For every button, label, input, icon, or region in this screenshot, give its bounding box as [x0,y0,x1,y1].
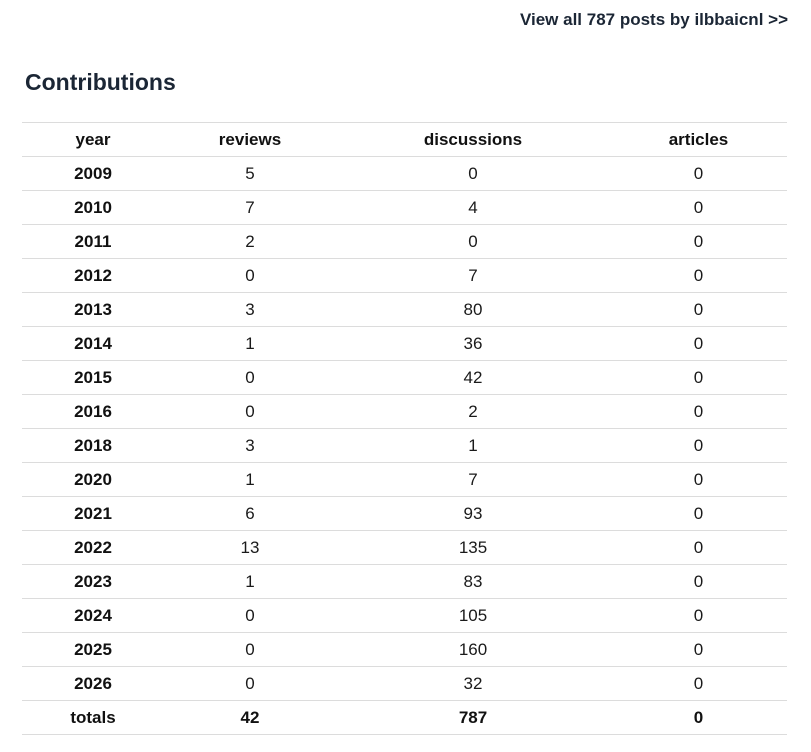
contributions-table: year reviews discussions articles 2009 5 0… [22,122,787,735]
year-cell: 2022 [22,530,164,565]
reviews-cell: 7 [164,190,336,225]
discussions-cell: 93 [336,496,610,531]
year-cell: 2021 [22,496,164,531]
column-header-articles: articles [610,122,787,157]
articles-cell: 0 [610,530,787,565]
table-row: 2026 0 32 0 [22,666,787,701]
discussions-cell: 0 [336,156,610,191]
discussions-cell: 80 [336,292,610,327]
articles-cell: 0 [610,156,787,191]
articles-cell: 0 [610,326,787,361]
discussions-cell: 7 [336,258,610,293]
table-row: 2012 0 7 0 [22,258,787,293]
table-row: 2011 2 0 0 [22,224,787,259]
reviews-cell: 0 [164,666,336,701]
discussions-cell: 83 [336,564,610,599]
reviews-cell: 13 [164,530,336,565]
articles-cell: 0 [610,190,787,225]
column-header-reviews: reviews [164,122,336,157]
totals-articles-cell: 0 [610,700,787,735]
table-row: 2010 7 4 0 [22,190,787,225]
discussions-cell: 7 [336,462,610,497]
table-row: 2018 3 1 0 [22,428,787,463]
column-header-discussions: discussions [336,122,610,157]
year-cell: 2011 [22,224,164,259]
totals-discussions-cell: 787 [336,700,610,735]
table-body: 2009 5 0 0 2010 7 4 0 2011 2 0 0 2012 0 7 0 2013 3 80 0 2014… [22,156,787,735]
articles-cell: 0 [610,360,787,395]
contributions-title: Contributions [25,69,176,95]
year-cell: 2020 [22,462,164,497]
articles-cell: 0 [610,632,787,667]
year-cell: 2010 [22,190,164,225]
reviews-cell: 2 [164,224,336,259]
totals-row: totals 42 787 0 [22,700,787,735]
articles-cell: 0 [610,258,787,293]
discussions-cell: 135 [336,530,610,565]
table-row: 2025 0 160 0 [22,632,787,667]
year-cell: 2012 [22,258,164,293]
table-header-row: year reviews discussions articles [22,122,787,157]
totals-reviews-cell: 42 [164,700,336,735]
table-row: 2014 1 36 0 [22,326,787,361]
reviews-cell: 0 [164,598,336,633]
year-cell: 2016 [22,394,164,429]
reviews-cell: 3 [164,292,336,327]
year-cell: 2024 [22,598,164,633]
articles-cell: 0 [610,394,787,429]
year-cell: 2015 [22,360,164,395]
discussions-cell: 0 [336,224,610,259]
column-header-year: year [22,122,164,157]
year-cell: 2013 [22,292,164,327]
discussions-cell: 160 [336,632,610,667]
year-cell: 2014 [22,326,164,361]
discussions-cell: 32 [336,666,610,701]
table-row: 2013 3 80 0 [22,292,787,327]
totals-year-cell: totals [22,700,164,735]
articles-cell: 0 [610,598,787,633]
top-link-row: View all 787 posts by ilbbaicnl >> [0,0,811,31]
table-row: 2021 6 93 0 [22,496,787,531]
reviews-cell: 1 [164,564,336,599]
articles-cell: 0 [610,292,787,327]
reviews-cell: 0 [164,258,336,293]
discussions-cell: 2 [336,394,610,429]
discussions-cell: 4 [336,190,610,225]
table-row: 2016 0 2 0 [22,394,787,429]
table-row: 2009 5 0 0 [22,156,787,191]
articles-cell: 0 [610,666,787,701]
articles-cell: 0 [610,428,787,463]
table-row: 2023 1 83 0 [22,564,787,599]
reviews-cell: 0 [164,632,336,667]
table-row: 2024 0 105 0 [22,598,787,633]
articles-cell: 0 [610,496,787,531]
year-cell: 2026 [22,666,164,701]
year-cell: 2009 [22,156,164,191]
discussions-cell: 36 [336,326,610,361]
year-cell: 2018 [22,428,164,463]
discussions-cell: 42 [336,360,610,395]
reviews-cell: 0 [164,360,336,395]
discussions-cell: 105 [336,598,610,633]
table-row: 2015 0 42 0 [22,360,787,395]
view-all-posts-link[interactable]: View all 787 posts by ilbbaicnl >> [519,10,788,29]
articles-cell: 0 [610,564,787,599]
reviews-cell: 5 [164,156,336,191]
articles-cell: 0 [610,462,787,497]
reviews-cell: 1 [164,326,336,361]
reviews-cell: 3 [164,428,336,463]
profile-contributions-page: View all 787 posts by ilbbaicnl >> Contr… [0,0,811,735]
articles-cell: 0 [610,224,787,259]
reviews-cell: 6 [164,496,336,531]
discussions-cell: 1 [336,428,610,463]
year-cell: 2025 [22,632,164,667]
reviews-cell: 0 [164,394,336,429]
table-row: 2022 13 135 0 [22,530,787,565]
year-cell: 2023 [22,564,164,599]
reviews-cell: 1 [164,462,336,497]
table-row: 2020 1 7 0 [22,462,787,497]
